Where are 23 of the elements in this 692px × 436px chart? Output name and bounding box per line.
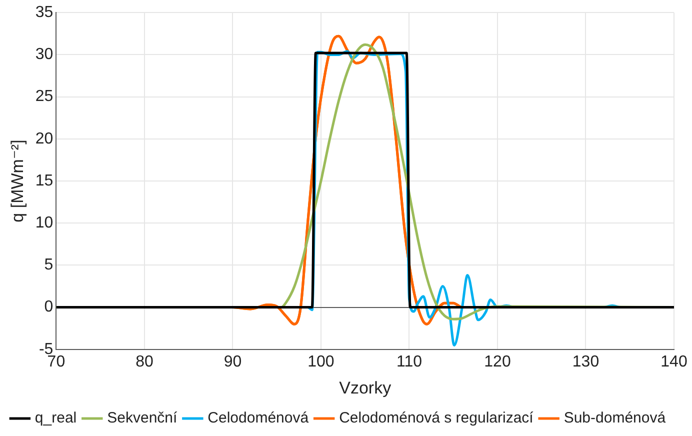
- x-axis-title: Vzorky: [339, 378, 392, 398]
- x-tick-label: 70: [47, 353, 66, 370]
- y-tick-label: 35: [35, 4, 54, 22]
- legend-label: Sekvenční: [107, 410, 178, 427]
- y-tick-label: 20: [35, 130, 54, 148]
- y-tick-label: 15: [35, 172, 54, 190]
- x-tick-label: 120: [484, 353, 511, 370]
- legend-label: Celodoménová: [208, 410, 310, 427]
- x-tick-label: 80: [136, 353, 154, 370]
- y-tick-label: 10: [35, 214, 54, 232]
- y-tick-label: 5: [44, 256, 54, 274]
- y-tick-label: 30: [35, 46, 54, 64]
- x-tick-label: 140: [660, 353, 688, 370]
- legend-label: Sub-doménová: [564, 410, 666, 427]
- y-tick-label: 0: [44, 298, 54, 316]
- x-tick-label: 90: [224, 353, 242, 370]
- legend-label: q_real: [34, 410, 77, 427]
- x-tick-label: 130: [572, 353, 600, 370]
- y-axis-title: q [MWm⁻²]: [8, 140, 27, 222]
- y-tick-label: 25: [35, 88, 54, 106]
- x-tick-label: 110: [396, 353, 422, 370]
- x-tick-label: 100: [308, 353, 334, 370]
- legend-label: Celodoménová s regularizací: [339, 410, 534, 427]
